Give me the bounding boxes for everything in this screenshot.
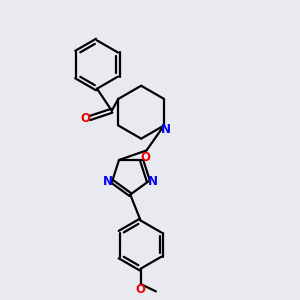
Text: O: O [136,283,146,296]
Text: O: O [140,151,150,164]
Text: N: N [102,175,112,188]
Text: O: O [81,112,91,125]
Text: N: N [160,123,171,136]
Text: N: N [148,175,158,188]
